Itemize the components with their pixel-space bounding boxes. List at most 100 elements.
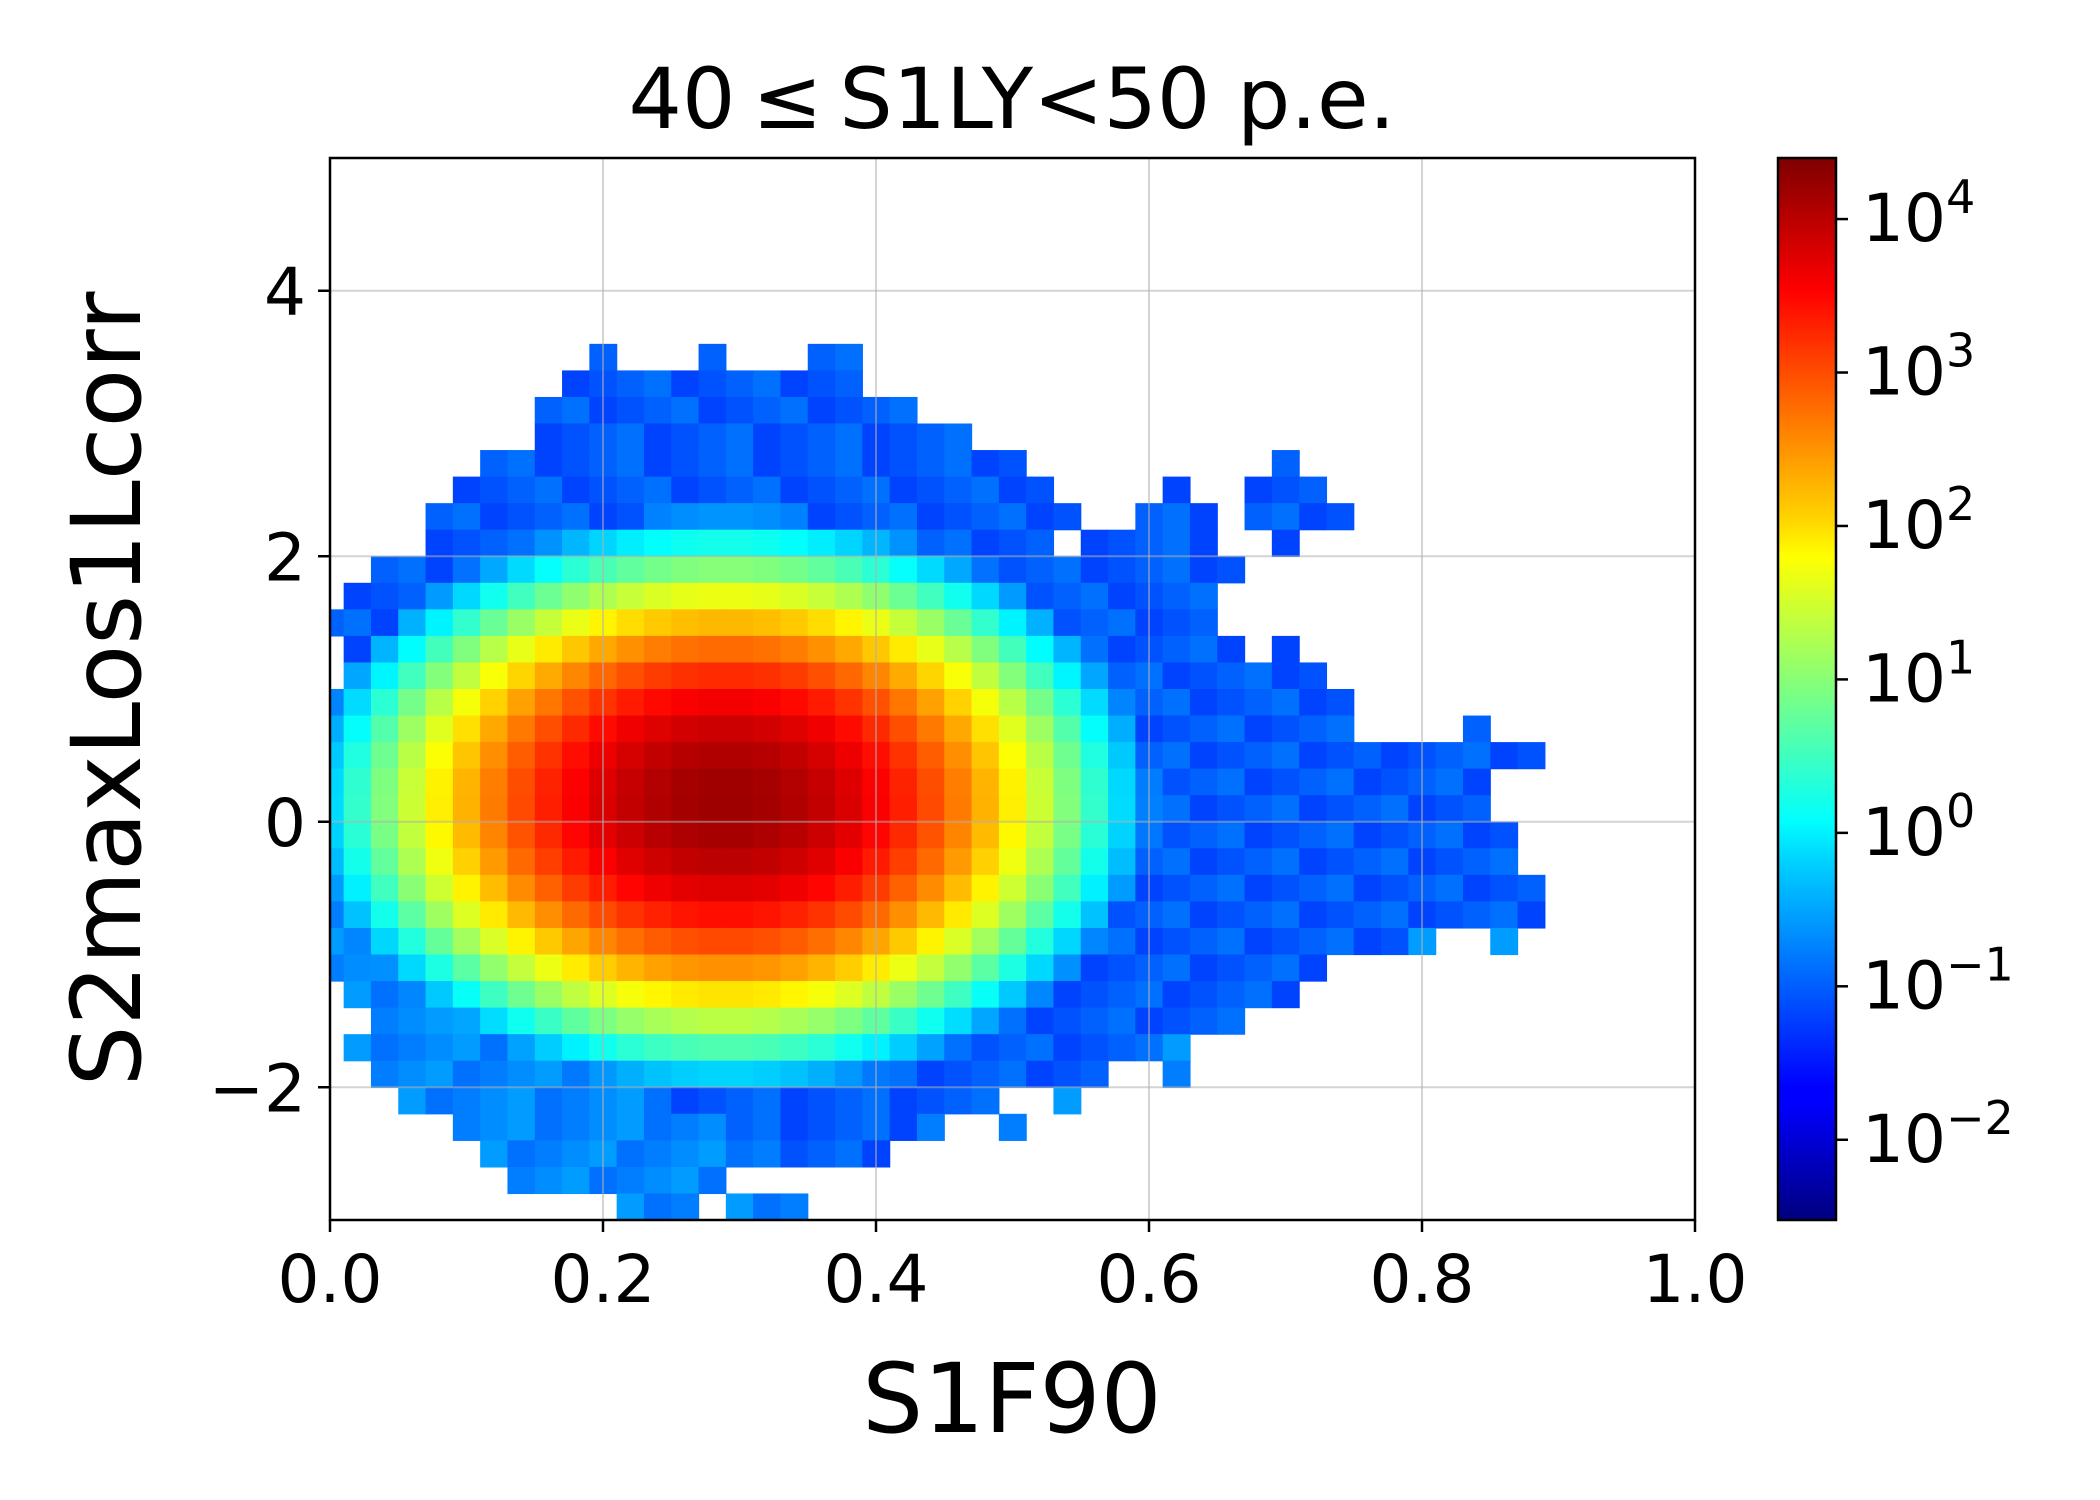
- heatmap-cell: [807, 848, 836, 876]
- heatmap-cell: [753, 715, 782, 743]
- heatmap-cell: [971, 689, 1000, 717]
- heatmap-cell: [1080, 662, 1109, 690]
- heatmap-cell: [807, 476, 836, 504]
- heatmap-cell: [671, 529, 700, 557]
- heatmap-cell: [753, 529, 782, 557]
- heatmap-cell: [780, 450, 809, 478]
- heatmap-cell: [562, 981, 590, 1009]
- heatmap-cell: [1162, 476, 1191, 504]
- heatmap-cell: [725, 582, 754, 610]
- heatmap-cell: [425, 927, 454, 956]
- heatmap-cell: [534, 450, 563, 478]
- y-tick-label: −2: [209, 1050, 306, 1127]
- heatmap-cell: [1162, 768, 1191, 796]
- heatmap-cell: [998, 1113, 1027, 1141]
- heatmap-cell: [1108, 582, 1136, 610]
- heatmap-cell: [998, 901, 1027, 929]
- heatmap-cell: [725, 848, 754, 876]
- heatmap-cell: [616, 821, 645, 849]
- heatmap-cell: [643, 1166, 672, 1195]
- heatmap-cell: [671, 848, 700, 876]
- heatmap-cell: [616, 1060, 645, 1088]
- heatmap-cell: [1080, 529, 1109, 557]
- heatmap-cell: [1162, 981, 1191, 1009]
- heatmap-cell: [452, 848, 481, 876]
- heatmap-cell: [1080, 742, 1109, 770]
- heatmap-cell: [1162, 609, 1191, 637]
- heatmap-cell: [643, 1140, 672, 1168]
- heatmap-cell: [480, 529, 509, 557]
- heatmap-cell: [753, 1060, 782, 1088]
- heatmap-cell: [507, 1034, 536, 1062]
- heatmap-cell: [753, 396, 782, 425]
- colorbar-tick-label: 10−1: [1862, 937, 2014, 1024]
- heatmap-cell: [643, 1113, 672, 1141]
- heatmap-cell: [944, 821, 973, 849]
- heatmap-cell: [562, 1140, 590, 1168]
- heatmap-cell: [1326, 715, 1355, 743]
- colorbar-tick-label: 100: [1862, 784, 1975, 871]
- heatmap-cell: [1299, 848, 1328, 876]
- heatmap-cell: [1162, 927, 1191, 956]
- heatmap-cell: [835, 1060, 863, 1088]
- heatmap-cell: [1244, 715, 1273, 743]
- heatmap-cell: [480, 1007, 509, 1035]
- heatmap-cell: [562, 582, 590, 610]
- heatmap-cell: [1080, 582, 1109, 610]
- heatmap-cell: [370, 715, 399, 743]
- colorbar-tick-label: 101: [1862, 630, 1975, 717]
- heatmap-cell: [1244, 689, 1273, 717]
- heatmap-cell: [1162, 1060, 1191, 1088]
- heatmap-cell: [753, 768, 782, 796]
- heatmap-cell: [425, 689, 454, 717]
- heatmap-cell: [1244, 981, 1273, 1009]
- heatmap-cell: [1108, 689, 1136, 717]
- heatmap-cell: [1299, 768, 1328, 796]
- heatmap-cell: [1053, 927, 1082, 956]
- heatmap-cell: [616, 742, 645, 770]
- heatmap-cell: [1108, 768, 1136, 796]
- heatmap-cell: [971, 795, 1000, 823]
- colorbar-tick-label: 104: [1862, 170, 1975, 257]
- heatmap-cell: [780, 1140, 809, 1168]
- heatmap-cell: [1517, 742, 1546, 770]
- heatmap-cell: [616, 1193, 645, 1220]
- heatmap-cell: [1080, 901, 1109, 929]
- heatmap-cell: [1353, 927, 1382, 956]
- heatmap-cell: [753, 582, 782, 610]
- heatmap-cell: [1490, 901, 1519, 929]
- heatmap-cell: [1435, 848, 1464, 876]
- heatmap-cell: [753, 927, 782, 956]
- heatmap-cell: [780, 874, 809, 902]
- heatmap-cell: [1053, 662, 1082, 690]
- heatmap-cell: [1108, 609, 1136, 637]
- heatmap-cell: [753, 689, 782, 717]
- heatmap-cell: [780, 582, 809, 610]
- heatmap-cell: [1053, 556, 1082, 584]
- heatmap-cell: [807, 927, 836, 956]
- heatmap-cell: [889, 450, 918, 478]
- heatmap-cell: [916, 503, 945, 531]
- heatmap-cell: [398, 742, 427, 770]
- heatmap-cell: [452, 1034, 481, 1062]
- heatmap-cell: [753, 821, 782, 849]
- heatmap-cell: [998, 582, 1027, 610]
- heatmap-cell: [780, 1007, 809, 1035]
- heatmap-cell: [1217, 556, 1246, 584]
- heatmap-cell: [1435, 795, 1464, 823]
- heatmap-cell: [616, 556, 645, 584]
- heatmap-cell: [944, 795, 973, 823]
- heatmap-cell: [507, 981, 536, 1009]
- heatmap-cell: [780, 848, 809, 876]
- heatmap-cell: [916, 874, 945, 902]
- heatmap-cell: [562, 450, 590, 478]
- heatmap-cell: [971, 901, 1000, 929]
- heatmap-cell: [534, 1166, 563, 1195]
- heatmap-cell: [534, 503, 563, 531]
- heatmap-cell: [753, 1007, 782, 1035]
- heatmap-cell: [916, 821, 945, 849]
- heatmap-cell: [1299, 795, 1328, 823]
- heatmap-cell: [807, 821, 836, 849]
- heatmap-cell: [330, 609, 345, 637]
- heatmap-cell: [944, 742, 973, 770]
